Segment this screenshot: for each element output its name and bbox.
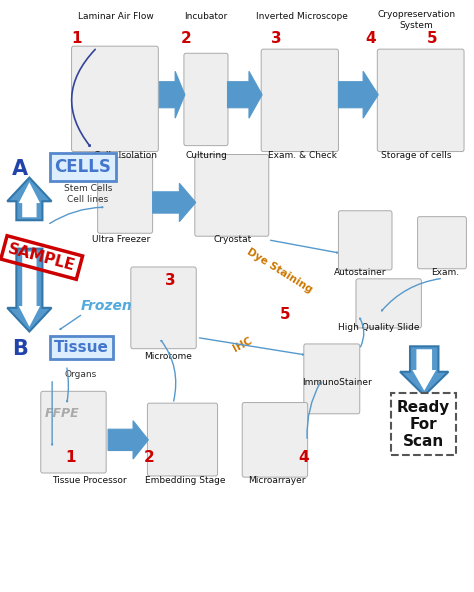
Text: Cryostat: Cryostat: [213, 234, 251, 244]
Text: Frozen: Frozen: [81, 299, 133, 313]
FancyBboxPatch shape: [98, 157, 153, 233]
Polygon shape: [400, 346, 448, 395]
Polygon shape: [7, 249, 52, 332]
Text: 4: 4: [298, 449, 309, 465]
FancyArrow shape: [228, 71, 262, 118]
Text: Cryopreservation
System: Cryopreservation System: [377, 11, 455, 30]
FancyBboxPatch shape: [261, 49, 338, 152]
FancyBboxPatch shape: [195, 155, 269, 236]
Text: A: A: [12, 159, 28, 179]
Text: Tissue Processor: Tissue Processor: [52, 476, 127, 485]
Text: 3: 3: [271, 31, 281, 46]
Text: Microarrayer: Microarrayer: [248, 476, 306, 485]
Text: Ultra Freezer: Ultra Freezer: [92, 234, 150, 244]
FancyBboxPatch shape: [418, 217, 466, 269]
FancyBboxPatch shape: [338, 211, 392, 270]
FancyBboxPatch shape: [377, 49, 464, 152]
Text: 2: 2: [144, 449, 155, 465]
Text: Autostainer: Autostainer: [334, 268, 386, 277]
Text: Laminar Air Flow: Laminar Air Flow: [78, 12, 154, 21]
Text: Microtome: Microtome: [144, 352, 192, 362]
Text: Stem Cells
Cell lines: Stem Cells Cell lines: [64, 185, 112, 204]
Text: 5: 5: [427, 31, 438, 46]
Text: IHC: IHC: [231, 336, 254, 353]
Text: 1: 1: [65, 449, 75, 465]
Text: Exam.: Exam.: [431, 268, 460, 277]
Text: Inverted Microscope: Inverted Microscope: [256, 12, 348, 21]
Polygon shape: [18, 182, 40, 217]
Text: Exam. & Check: Exam. & Check: [268, 150, 337, 160]
FancyBboxPatch shape: [356, 279, 421, 328]
Text: High Quality Slide: High Quality Slide: [338, 323, 420, 332]
FancyBboxPatch shape: [147, 403, 218, 476]
Text: Storage of cells: Storage of cells: [381, 150, 451, 160]
Text: CELLS: CELLS: [55, 158, 111, 176]
FancyArrow shape: [159, 71, 185, 118]
FancyArrow shape: [108, 421, 148, 459]
Text: Cells Isolation: Cells Isolation: [94, 150, 157, 160]
Text: 2: 2: [181, 31, 191, 46]
Text: SAMPLE: SAMPLE: [7, 242, 77, 274]
Text: 5: 5: [280, 307, 291, 323]
FancyBboxPatch shape: [242, 403, 308, 477]
Text: 4: 4: [365, 31, 376, 46]
Text: B: B: [12, 339, 28, 359]
FancyArrow shape: [338, 71, 378, 118]
Polygon shape: [412, 349, 436, 391]
Text: 3: 3: [165, 273, 176, 288]
FancyBboxPatch shape: [131, 267, 196, 349]
Text: 1: 1: [72, 31, 82, 46]
FancyBboxPatch shape: [72, 46, 158, 152]
Text: Ready
For
Scan: Ready For Scan: [397, 400, 450, 449]
FancyBboxPatch shape: [41, 391, 106, 473]
Text: Embedding Stage: Embedding Stage: [145, 476, 225, 485]
Text: ImmunoStainer: ImmunoStainer: [301, 378, 372, 387]
Polygon shape: [7, 178, 52, 220]
Text: FFPE: FFPE: [44, 407, 79, 420]
FancyArrow shape: [153, 184, 196, 221]
Text: Organs: Organs: [64, 370, 97, 379]
Text: Dye Staining: Dye Staining: [245, 246, 314, 295]
Polygon shape: [18, 252, 40, 327]
Text: Incubator: Incubator: [184, 12, 228, 21]
Text: Tissue: Tissue: [54, 340, 109, 355]
FancyBboxPatch shape: [184, 53, 228, 146]
Text: Culturing: Culturing: [185, 150, 227, 160]
FancyBboxPatch shape: [304, 344, 360, 414]
